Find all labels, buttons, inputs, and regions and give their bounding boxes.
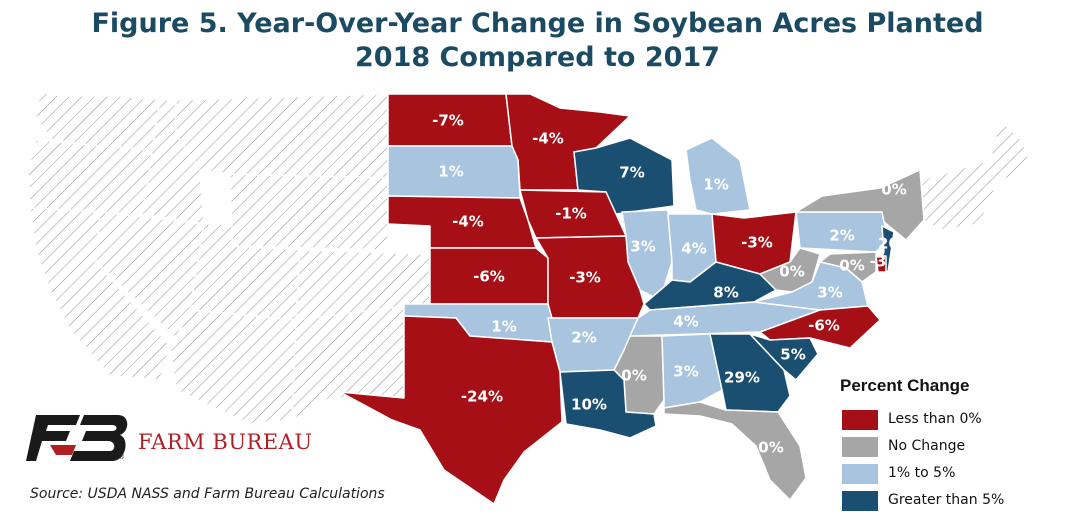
- map-title-line2: 2018 Compared to 2017: [355, 42, 720, 73]
- state-label-delaware: -3: [870, 253, 887, 271]
- state-regions: [339, 93, 925, 505]
- state-label-pennsylvania: 2%: [829, 227, 854, 245]
- legend-label: No Change: [888, 438, 966, 454]
- state-label-missouri: -3%: [569, 269, 601, 287]
- legend-label: 1% to 5%: [888, 465, 956, 481]
- state-west-virginia: [759, 247, 821, 293]
- state-label-tennessee: 4%: [673, 313, 698, 331]
- state-label-west-virginia: 0%: [779, 263, 804, 281]
- state-label-nebraska: -4%: [452, 213, 484, 231]
- state-label-georgia: 29%: [724, 369, 760, 387]
- state-label-iowa: -1%: [555, 205, 587, 223]
- state-label-new-jersey: 20%: [878, 235, 914, 253]
- state-wisconsin: [573, 137, 675, 215]
- legend-title: Percent Change: [840, 376, 970, 395]
- state-label-arkansas: 2%: [571, 329, 596, 347]
- legend-swatch: [842, 437, 878, 457]
- registered-mark: ®: [119, 454, 125, 461]
- state-michigan: [685, 137, 751, 215]
- state-texas: [339, 315, 563, 505]
- state-louisiana: [559, 369, 657, 439]
- state-label-new-york: 0%: [881, 181, 906, 199]
- state-label-virginia: 3%: [817, 284, 842, 302]
- state-delaware: [875, 255, 887, 273]
- state-value-labels: -7% -4% 1% 7% 1% -4% -1% 3% 4% -3% -6% -3% 8% 0% 2% 0% 2…: [432, 112, 914, 457]
- state-label-north-dakota: -7%: [432, 112, 464, 130]
- state-label-louisiana: 10%: [571, 396, 607, 414]
- state-label-kansas: -6%: [473, 268, 505, 286]
- state-label-south-carolina: 5%: [780, 346, 805, 364]
- state-new-york: [795, 169, 925, 241]
- state-label-texas: -24%: [461, 388, 503, 406]
- state-label-south-dakota: 1%: [438, 163, 463, 181]
- state-label-minnesota: -4%: [532, 130, 564, 148]
- no-data-region: [27, 91, 1031, 425]
- state-label-illinois: 3%: [630, 238, 655, 256]
- state-label-kentucky: 8%: [713, 284, 738, 302]
- state-label-north-carolina: -6%: [808, 317, 840, 335]
- state-label-michigan: 1%: [703, 176, 728, 194]
- state-south-carolina: [749, 333, 819, 381]
- legend-swatch: [842, 464, 878, 484]
- state-label-wisconsin: 7%: [619, 164, 644, 182]
- legend-swatch: [842, 410, 878, 430]
- state-florida: [663, 401, 807, 501]
- state-new-england: [919, 119, 1031, 231]
- source-note: Source: USDA NASS and Farm Bureau Calcul…: [30, 486, 385, 502]
- state-south-dakota: [387, 145, 521, 199]
- state-label-alabama: 3%: [673, 363, 698, 381]
- state-wyoming: [229, 173, 389, 251]
- state-oregon: [27, 139, 153, 215]
- state-montana: [175, 93, 389, 179]
- state-label-florida: 0%: [758, 439, 783, 457]
- state-label-oklahoma: 1%: [491, 318, 516, 336]
- legend-label: Less than 0%: [888, 411, 982, 427]
- state-arizona: [169, 309, 297, 425]
- state-label-indiana: 4%: [681, 240, 706, 258]
- legend-label: Greater than 5%: [888, 492, 1005, 508]
- state-label-maryland: 0%: [839, 257, 864, 275]
- state-label-mississippi: 0%: [621, 367, 646, 385]
- farm-bureau-logo-icon: [26, 415, 128, 461]
- legend-swatch: [842, 491, 878, 511]
- brand-name: FARM BUREAU: [138, 430, 313, 454]
- map-title-line1: Figure 5. Year-Over-Year Change in Soybe…: [91, 8, 984, 39]
- state-label-ohio: -3%: [741, 234, 773, 252]
